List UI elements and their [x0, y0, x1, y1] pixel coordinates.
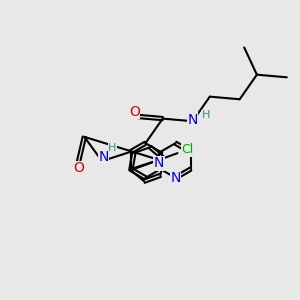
- Text: H: H: [108, 142, 117, 153]
- Text: Cl: Cl: [181, 143, 194, 156]
- Text: N: N: [170, 171, 181, 185]
- Text: O: O: [129, 105, 140, 119]
- Text: N: N: [98, 150, 109, 164]
- Text: O: O: [73, 161, 84, 175]
- Text: N: N: [154, 157, 164, 170]
- Text: N: N: [188, 113, 198, 127]
- Text: H: H: [202, 110, 210, 120]
